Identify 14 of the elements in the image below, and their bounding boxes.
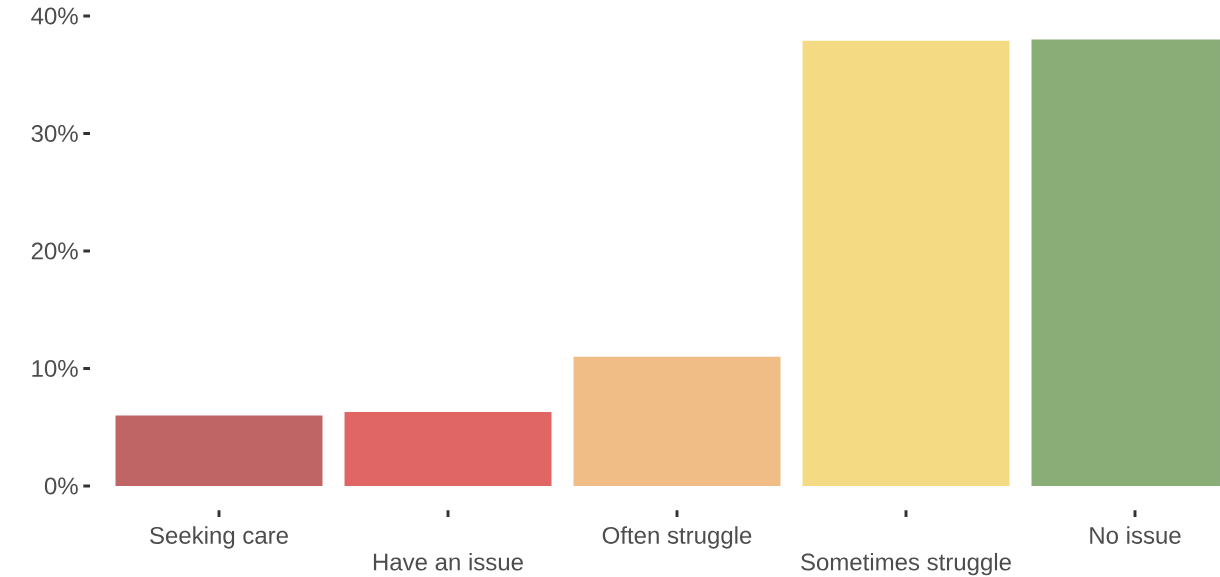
y-tick-label: 30% bbox=[31, 124, 78, 142]
x-tick-label: Sometimes struggle bbox=[801, 552, 1011, 576]
x-tick-label: Often struggle bbox=[602, 526, 752, 549]
bar bbox=[115, 415, 323, 486]
x-tick-label: Have an issue bbox=[373, 552, 523, 571]
x-tick-label: Seeking care bbox=[150, 526, 288, 549]
y-tick-label: 10% bbox=[32, 359, 78, 377]
bar bbox=[573, 356, 781, 486]
x-tick-label: No issue bbox=[1090, 526, 1181, 544]
bar bbox=[802, 40, 1010, 486]
bar bbox=[344, 411, 552, 486]
y-tick-label: 20% bbox=[31, 242, 78, 260]
y-tick-label: 0% bbox=[44, 477, 78, 495]
y-tick-label: 40% bbox=[31, 7, 78, 25]
